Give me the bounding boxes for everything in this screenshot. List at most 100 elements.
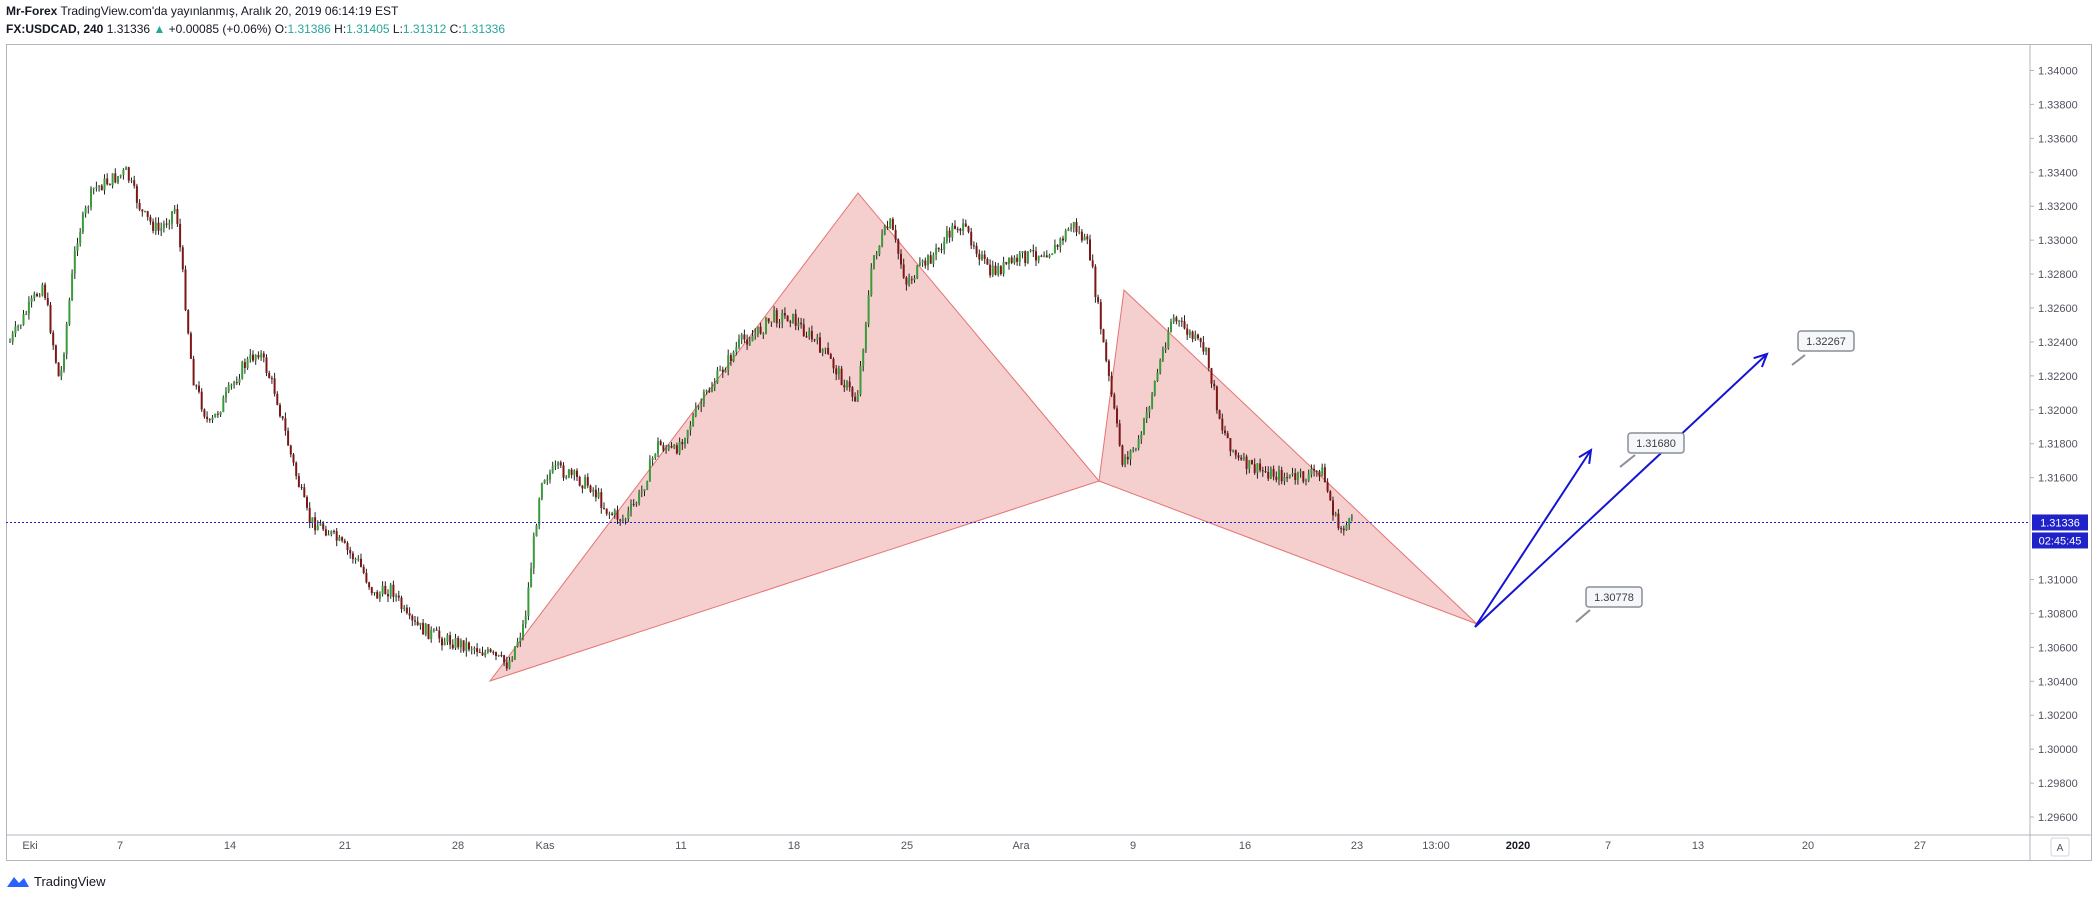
candle-body	[767, 318, 770, 322]
candle-body	[951, 225, 954, 238]
candle-body	[1175, 317, 1178, 322]
candle-body	[430, 629, 433, 640]
candle-body	[594, 489, 597, 498]
candle-body	[581, 485, 584, 489]
candle-body	[1329, 491, 1332, 501]
candle-body	[810, 330, 813, 340]
projection-arrow-line[interactable]	[1474, 353, 1768, 628]
candle-body	[864, 324, 867, 350]
candle-body	[397, 595, 400, 598]
price-change: +0.00085 (+0.06%)	[168, 22, 272, 36]
candle-body	[1240, 457, 1243, 460]
candle-body	[311, 517, 314, 523]
candle-body	[1083, 236, 1086, 241]
projection-arrow-line[interactable]	[1474, 449, 1592, 628]
candle-body	[662, 445, 665, 451]
time-tick-label: 27	[1914, 840, 1926, 852]
candle-body	[538, 499, 541, 526]
candle-body	[260, 353, 263, 358]
candle-body	[586, 477, 589, 486]
candle-body	[551, 466, 554, 473]
time-tick-label: 9	[1130, 840, 1136, 852]
candle-body	[1021, 251, 1024, 254]
candle-body	[570, 469, 573, 475]
candle-body	[87, 206, 90, 208]
callout-3[interactable]: 1.30778	[1575, 586, 1643, 623]
candle-body	[68, 300, 71, 325]
candle-body	[1008, 257, 1010, 264]
candle-body	[1032, 250, 1035, 252]
candle-body	[46, 298, 49, 305]
candle-body	[1172, 317, 1175, 322]
pattern-triangle-xab[interactable]	[488, 192, 1100, 682]
candle-body	[905, 277, 908, 285]
current-price-tag-bg	[2032, 514, 2088, 531]
candle-body	[316, 525, 319, 531]
tradingview-logo-icon[interactable]	[6, 874, 30, 888]
candle-body	[79, 231, 82, 244]
candle-body	[292, 454, 295, 463]
footer-brand[interactable]: TradingView	[34, 873, 106, 889]
candle-body	[30, 297, 33, 302]
candle-body	[608, 513, 611, 515]
candle-body	[1043, 255, 1046, 257]
candle-body	[802, 324, 805, 337]
candle-body	[1218, 410, 1221, 419]
candle-body	[65, 324, 68, 355]
candle-body	[1156, 372, 1159, 382]
candle-body	[135, 185, 138, 203]
candle-body	[959, 228, 962, 231]
candle-body	[1137, 439, 1140, 449]
candle-body	[619, 519, 622, 521]
candle-body	[578, 476, 581, 486]
candle-body	[1310, 469, 1313, 475]
candle-body	[962, 223, 965, 231]
publisher-name[interactable]: Mr-Forex	[6, 4, 58, 18]
candle-body	[1321, 467, 1324, 477]
pattern-triangle-bcd[interactable]	[1098, 288, 1478, 625]
candle-body	[902, 264, 905, 278]
callout-1[interactable]: 1.31680	[1619, 432, 1685, 468]
candle-body	[1064, 230, 1067, 241]
projection-arrow-head	[1578, 448, 1593, 465]
candle-body	[103, 178, 106, 191]
candle-body	[1029, 250, 1032, 252]
candle-body	[422, 622, 425, 635]
candle-body	[1186, 328, 1189, 335]
price-axis[interactable]: 1.34000 1.33800 1.33600 1.33400 1.33200 1.330…	[2030, 65, 2078, 824]
candle-body	[343, 540, 346, 543]
candle-body	[948, 230, 951, 238]
harmonic-pattern[interactable]	[488, 192, 1478, 682]
candle-body	[1202, 342, 1205, 352]
candle-body	[1062, 238, 1064, 241]
candle-body	[1048, 254, 1051, 258]
candle-body	[295, 462, 298, 476]
projection-arrows[interactable]	[1474, 352, 1769, 628]
auto-scale-button[interactable]: A	[2050, 837, 2070, 857]
candle-body	[403, 607, 406, 610]
time-axis[interactable]: Eki 7 14 21 28 Kas 11 18 25 Ara 9 16 23 13:00 2020 7 13 2…	[22, 840, 1926, 852]
candle-body	[98, 185, 101, 187]
candle-body	[1191, 331, 1194, 339]
candle-body	[1326, 482, 1329, 492]
symbol-title[interactable]: FX:USDCAD, 240	[6, 22, 104, 36]
candle-body	[1097, 297, 1100, 303]
candle-body	[1153, 381, 1156, 395]
candle-body	[165, 223, 168, 225]
price-tick-label: 1.30600	[2038, 642, 2078, 654]
candle-body	[1234, 450, 1237, 456]
candle-body	[338, 537, 341, 541]
candle-body	[173, 208, 176, 212]
current-price-tag-text: 1.31336	[2040, 517, 2080, 529]
candle-body	[346, 542, 349, 550]
candlestick-series	[9, 166, 1353, 671]
candle-body	[1245, 456, 1248, 469]
candle-body	[835, 368, 838, 375]
candle-body	[365, 572, 368, 583]
time-tick-label: 21	[339, 840, 351, 852]
candle-body	[1256, 463, 1259, 473]
candle-body	[738, 339, 740, 348]
callout-2[interactable]: 1.32267	[1791, 330, 1855, 366]
candle-body	[492, 651, 495, 653]
